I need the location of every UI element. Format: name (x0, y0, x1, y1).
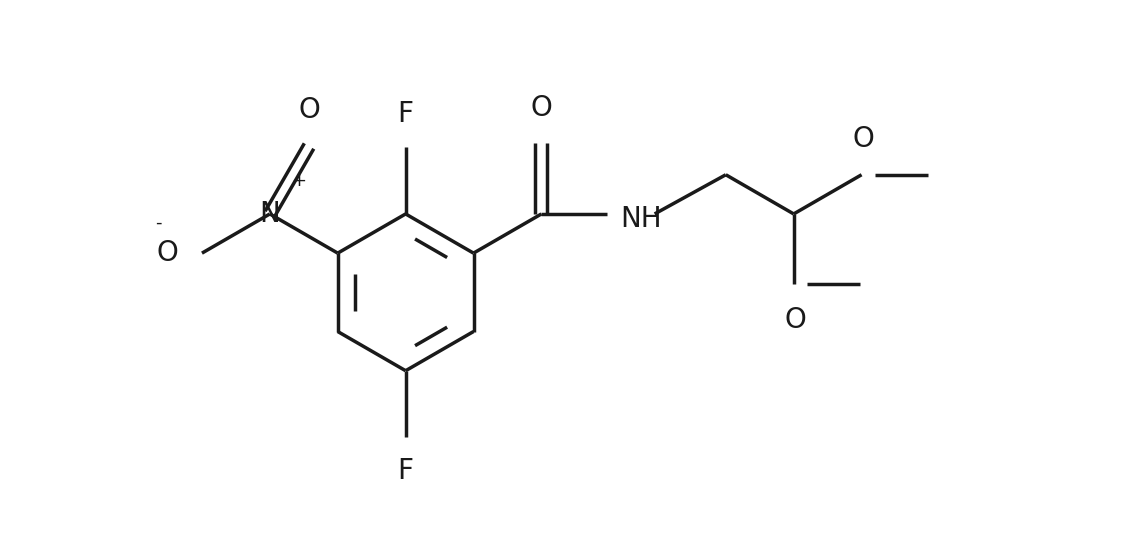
Text: F: F (398, 100, 414, 128)
Text: +: + (292, 172, 307, 190)
Text: -: - (156, 214, 161, 231)
Text: O: O (157, 239, 178, 267)
Text: NH: NH (620, 205, 662, 233)
Text: O: O (531, 94, 552, 121)
Text: N: N (259, 200, 281, 228)
Text: F: F (398, 457, 414, 485)
Text: O: O (299, 96, 320, 124)
Text: O: O (853, 125, 875, 153)
Text: O: O (786, 306, 807, 335)
